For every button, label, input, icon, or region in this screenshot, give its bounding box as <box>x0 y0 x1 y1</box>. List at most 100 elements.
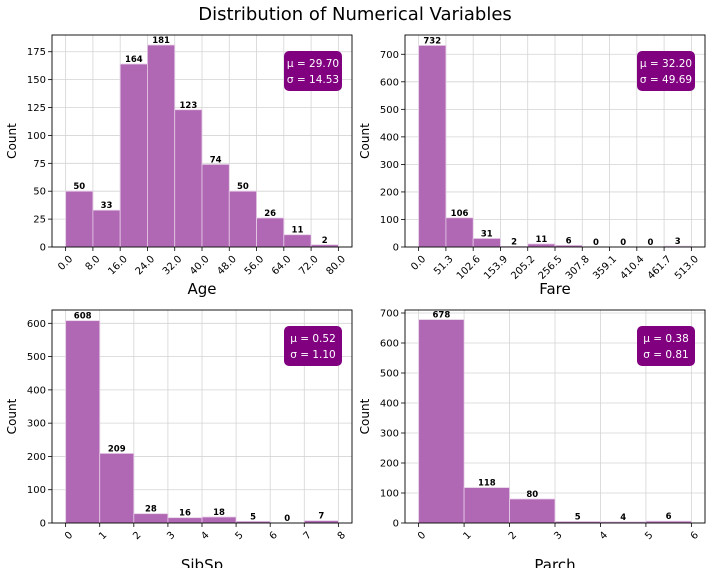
x-tick-label: 359.1 <box>591 254 619 282</box>
histogram-bar <box>463 487 510 524</box>
histogram-bar <box>119 63 148 248</box>
bar-value-label: 118 <box>478 479 496 489</box>
histogram-bar <box>256 217 285 248</box>
figure-title: Distribution of Numerical Variables <box>198 4 512 25</box>
std-label: σ = 1.10 <box>290 349 336 361</box>
x-tick-label: 32.0 <box>161 254 185 278</box>
y-tick-label: 125 <box>27 103 46 114</box>
stats-box <box>637 326 695 366</box>
bar-value-label: 678 <box>432 311 450 321</box>
bar-value-label: 6 <box>566 236 572 246</box>
x-tick-label: 8.0 <box>84 254 103 273</box>
y-tick-label: 500 <box>380 105 399 116</box>
y-tick-label: 100 <box>27 131 46 142</box>
histogram-bar <box>65 320 101 524</box>
x-axis-label: SibSp <box>181 556 223 568</box>
histogram-bar <box>65 190 94 248</box>
y-tick-label: 50 <box>33 187 46 198</box>
x-tick-label: 0.0 <box>56 254 75 273</box>
y-tick-label: 100 <box>380 489 399 500</box>
y-axis-label: Count <box>358 123 372 159</box>
y-axis-label: Count <box>358 398 372 434</box>
y-tick-label: 500 <box>27 352 46 363</box>
bar-value-label: 732 <box>423 36 441 46</box>
stats-box <box>637 51 695 91</box>
y-tick-label: 0 <box>40 243 46 254</box>
bar-value-label: 608 <box>74 312 92 322</box>
y-tick-label: 0 <box>40 519 46 530</box>
bar-value-label: 26 <box>264 209 276 219</box>
y-tick-label: 300 <box>27 419 46 430</box>
std-label: σ = 49.69 <box>640 74 692 86</box>
bar-value-label: 0 <box>284 514 290 524</box>
stats-box <box>284 51 342 91</box>
x-tick-label: 2 <box>507 530 519 542</box>
x-axis-label: Fare <box>539 280 571 298</box>
y-tick-label: 200 <box>380 187 399 198</box>
x-tick-label: 461.7 <box>646 254 674 282</box>
x-tick-label: 80.0 <box>324 254 348 278</box>
x-tick-label: 5 <box>233 530 245 542</box>
y-tick-label: 25 <box>33 215 46 226</box>
x-tick-label: 5 <box>643 530 655 542</box>
bar-value-label: 123 <box>179 101 197 111</box>
mean-label: μ = 0.52 <box>290 333 336 345</box>
x-tick-label: 3 <box>165 530 177 542</box>
histogram-bar <box>509 498 556 524</box>
x-tick-label: 8 <box>336 530 348 542</box>
bar-value-label: 18 <box>213 508 225 518</box>
histogram-bar <box>147 44 176 248</box>
x-tick-label: 4 <box>199 530 211 542</box>
bar-value-label: 2 <box>322 236 328 246</box>
bar-value-label: 0 <box>647 238 653 248</box>
x-tick-label: 102.6 <box>455 254 483 282</box>
std-label: σ = 0.81 <box>643 349 689 361</box>
y-tick-label: 100 <box>380 215 399 226</box>
bar-value-label: 0 <box>620 238 626 248</box>
x-tick-label: 410.4 <box>618 254 646 282</box>
histogram-bar <box>418 45 447 248</box>
histogram-bar <box>472 238 501 248</box>
x-tick-label: 24.0 <box>134 254 158 278</box>
chart-panel-age: 50 33 164 181 123 74 50 26 11 2 0 25 50 75 100 125 150 17… <box>5 34 353 298</box>
y-axis-label: Count <box>5 398 19 434</box>
x-tick-label: 72.0 <box>297 254 321 278</box>
bar-value-label: 5 <box>250 512 256 522</box>
x-tick-label: 40.0 <box>188 254 212 278</box>
y-tick-label: 100 <box>27 485 46 496</box>
bar-value-label: 181 <box>152 36 170 46</box>
bar-value-label: 7 <box>318 512 324 522</box>
x-tick-label: 2 <box>131 530 143 542</box>
mean-label: μ = 29.70 <box>287 58 339 70</box>
y-tick-label: 300 <box>380 160 399 171</box>
bar-value-label: 209 <box>108 444 126 454</box>
x-tick-label: 307.8 <box>564 254 592 282</box>
y-tick-label: 0 <box>393 519 399 530</box>
y-tick-label: 400 <box>27 385 46 396</box>
x-tick-label: 0 <box>63 530 75 542</box>
y-tick-label: 200 <box>27 452 46 463</box>
y-tick-label: 600 <box>27 319 46 330</box>
bar-value-label: 0 <box>593 238 599 248</box>
y-tick-label: 0 <box>393 243 399 254</box>
histogram-bar <box>228 190 257 248</box>
x-tick-label: 4 <box>598 530 610 542</box>
bar-value-label: 50 <box>73 182 85 192</box>
mean-label: μ = 0.38 <box>643 333 689 345</box>
x-tick-label: 6 <box>689 530 701 542</box>
x-tick-label: 513.0 <box>673 254 701 282</box>
y-tick-label: 700 <box>380 50 399 61</box>
y-tick-label: 200 <box>380 459 399 470</box>
x-tick-label: 205.2 <box>509 254 537 282</box>
bar-value-label: 28 <box>145 505 157 515</box>
bar-value-label: 2 <box>511 237 517 247</box>
y-tick-label: 600 <box>380 77 399 88</box>
x-tick-label: 6 <box>268 530 280 542</box>
histogram-bar <box>133 513 169 524</box>
chart-panel-parch: 678 118 80 5 4 6 0 100 200 300 400 500 600 700 0 1 2 3 4 5 6… <box>358 309 706 568</box>
bar-value-label: 11 <box>292 226 304 236</box>
x-axis-label: Parch <box>534 556 575 568</box>
bar-value-label: 164 <box>125 55 143 65</box>
